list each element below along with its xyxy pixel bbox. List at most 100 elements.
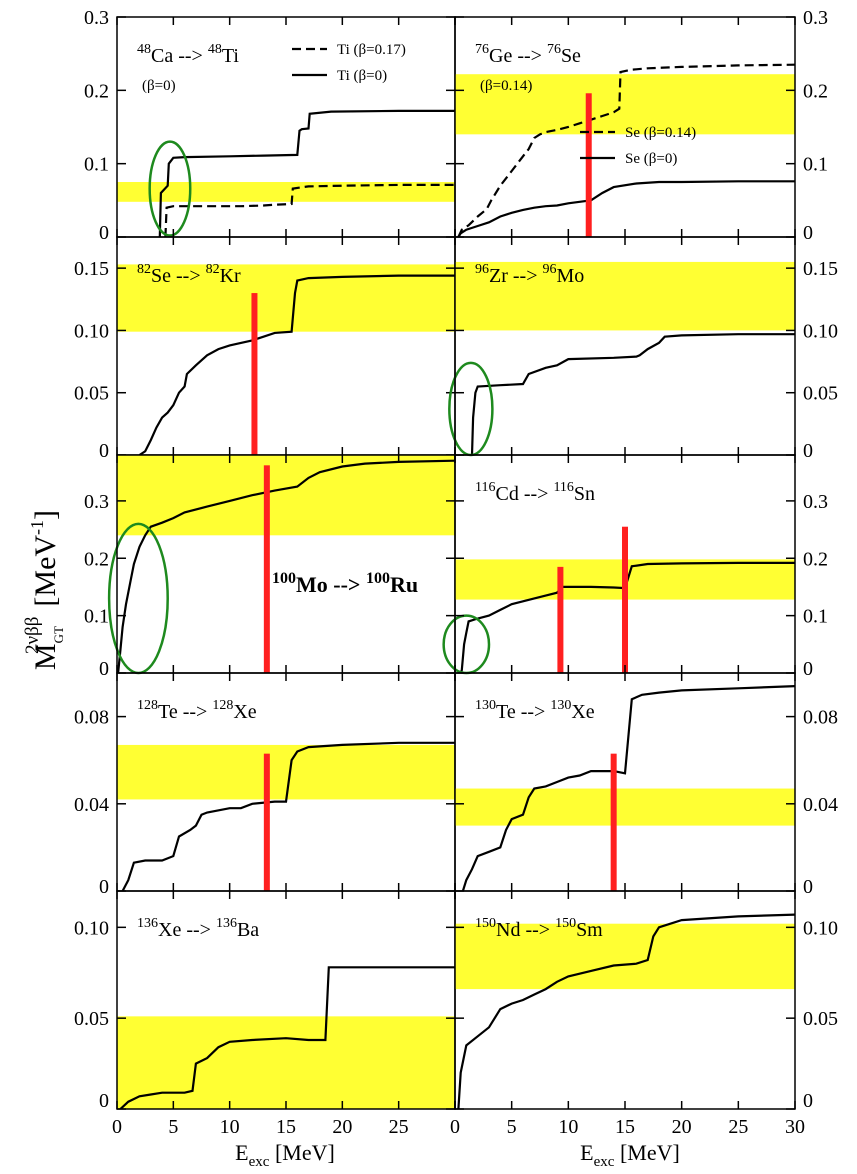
- y-tick-label: 0.04: [74, 794, 109, 816]
- x-axis-label-unit: [MeV]: [269, 1140, 334, 1165]
- panel-title: 116Cd --> 116Sn: [475, 480, 595, 505]
- panel-title-parent: Xe: [158, 919, 181, 941]
- panel-title-daughter-mass: 82: [206, 262, 220, 277]
- x-tick-label: 15: [276, 1116, 296, 1138]
- y-tick-label: 0.1: [803, 154, 828, 176]
- x-tick-label: 20: [672, 1116, 692, 1138]
- y-tick-label: 0.3: [84, 491, 109, 513]
- panel-title-daughter: Mo: [557, 265, 585, 287]
- panel-title-parent-mass: 136: [137, 916, 158, 931]
- panel-title-arrow: -->: [516, 701, 551, 723]
- panel-grid: 0 0.1 0.2 0.3 48Ca --> 48Ti (β=0) Ti (β=0.17) T…: [74, 7, 838, 1138]
- panel-title-daughter-mass: 100: [366, 570, 390, 587]
- panel-2: 00.050.100.15 82Se --> 82Kr: [74, 236, 456, 462]
- y-tick-label: 0: [99, 1090, 109, 1112]
- series-line-solid: [457, 913, 795, 1109]
- y-tick-label: 0.15: [803, 258, 838, 280]
- x-tick-label: 0: [450, 1116, 460, 1138]
- panel-title-daughter: Se: [561, 45, 581, 67]
- panel-note: (β=0): [142, 78, 176, 94]
- series-line-dashed: [164, 183, 455, 237]
- panel-title-daughter: Xe: [571, 701, 594, 723]
- y-tick-label: 0.05: [74, 1008, 109, 1030]
- series-line-solid: [121, 741, 455, 891]
- series-line-solid: [158, 109, 455, 237]
- panel-title-parent: Mo: [296, 572, 328, 597]
- panel-title-daughter: Ba: [237, 919, 259, 941]
- panel-title-daughter: Sn: [574, 483, 595, 505]
- y-tick-label: 0.2: [84, 548, 109, 570]
- y-tick-label: 0.08: [74, 707, 109, 729]
- panel-title-parent-mass: 130: [475, 698, 496, 713]
- experimental-bar: [263, 753, 270, 891]
- y-tick-label: 0.08: [803, 707, 838, 729]
- panel-title-parent: Zr: [489, 265, 508, 287]
- panel-title-arrow: -->: [508, 265, 543, 287]
- panel-title-parent-mass: 150: [475, 916, 496, 931]
- panel-title: 82Se --> 82Kr: [137, 262, 241, 287]
- panel-title: 48Ca --> 48Ti: [137, 42, 239, 67]
- x-axis-label-unit: [MeV]: [614, 1140, 679, 1165]
- panel-title-parent-mass: 76: [475, 42, 489, 57]
- y-tick-label: 0.1: [803, 606, 828, 628]
- panel-title-parent-mass: 128: [137, 698, 158, 713]
- y-tick-label: 0.10: [803, 917, 838, 939]
- y-axis-label-unit-close: ]: [29, 510, 62, 520]
- panel-title-arrow: -->: [181, 919, 216, 941]
- panel-title-arrow: -->: [519, 483, 554, 505]
- uncertainty-band: [455, 261, 795, 331]
- panel-title-daughter-mass: 150: [555, 916, 576, 931]
- series-line-solid: [117, 459, 455, 673]
- experimental-bar: [585, 93, 592, 238]
- panel-title-parent: Ca: [151, 45, 173, 67]
- y-tick-label: 0: [803, 1090, 813, 1112]
- x-axis-label-main: E: [235, 1140, 248, 1165]
- y-tick-label: 0.10: [74, 917, 109, 939]
- panel-title: 150Nd --> 150Sm: [475, 916, 603, 941]
- x-axis-label-main: E: [580, 1140, 593, 1165]
- series-line-solid: [119, 966, 455, 1109]
- y-tick-label: 0.10: [803, 320, 838, 342]
- panel-title-daughter-mass: 128: [212, 698, 233, 713]
- panel-title-parent-mass: 100: [272, 570, 296, 587]
- legend-label: Ti (β=0.17): [337, 42, 406, 58]
- panel-title-parent-mass: 82: [137, 262, 151, 277]
- panel-title-daughter-mass: 130: [550, 698, 571, 713]
- y-tick-label: 0.1: [84, 154, 109, 176]
- series-line-solid: [461, 685, 795, 891]
- y-tick-label: 0: [803, 222, 813, 244]
- y-tick-label: 0.2: [803, 80, 828, 102]
- y-tick-label: 0.10: [74, 320, 109, 342]
- legend-label: Ti (β=0): [337, 68, 387, 84]
- panel-title-daughter-mass: 48: [208, 42, 222, 57]
- experimental-bar: [263, 465, 270, 673]
- panel-title-parent-mass: 96: [475, 262, 489, 277]
- series-line-solid: [470, 333, 795, 455]
- panel-title-parent: Te: [496, 701, 516, 723]
- y-tick-label: 0: [99, 222, 109, 244]
- experimental-bar: [622, 526, 628, 673]
- y-tick-label: 0.05: [74, 383, 109, 405]
- y-tick-label: 0.2: [803, 548, 828, 570]
- panel-title-daughter-mass: 116: [553, 480, 573, 495]
- panel-title: 136Xe --> 136Ba: [137, 916, 259, 941]
- panel-title-daughter-mass: 136: [216, 916, 237, 931]
- y-tick-label: 0.04: [803, 794, 838, 816]
- highlight-ellipse: [442, 614, 491, 675]
- x-tick-label: 10: [558, 1116, 578, 1138]
- panel-title-parent-mass: 48: [137, 42, 151, 57]
- y-tick-label: 0: [99, 876, 109, 898]
- x-tick-label: 0: [112, 1116, 122, 1138]
- x-tick-label: 5: [507, 1116, 517, 1138]
- panel-title-parent: Te: [158, 701, 178, 723]
- y-tick-label: 0: [803, 440, 813, 462]
- panel-title-parent: Nd: [496, 919, 520, 941]
- experimental-bar: [557, 566, 564, 673]
